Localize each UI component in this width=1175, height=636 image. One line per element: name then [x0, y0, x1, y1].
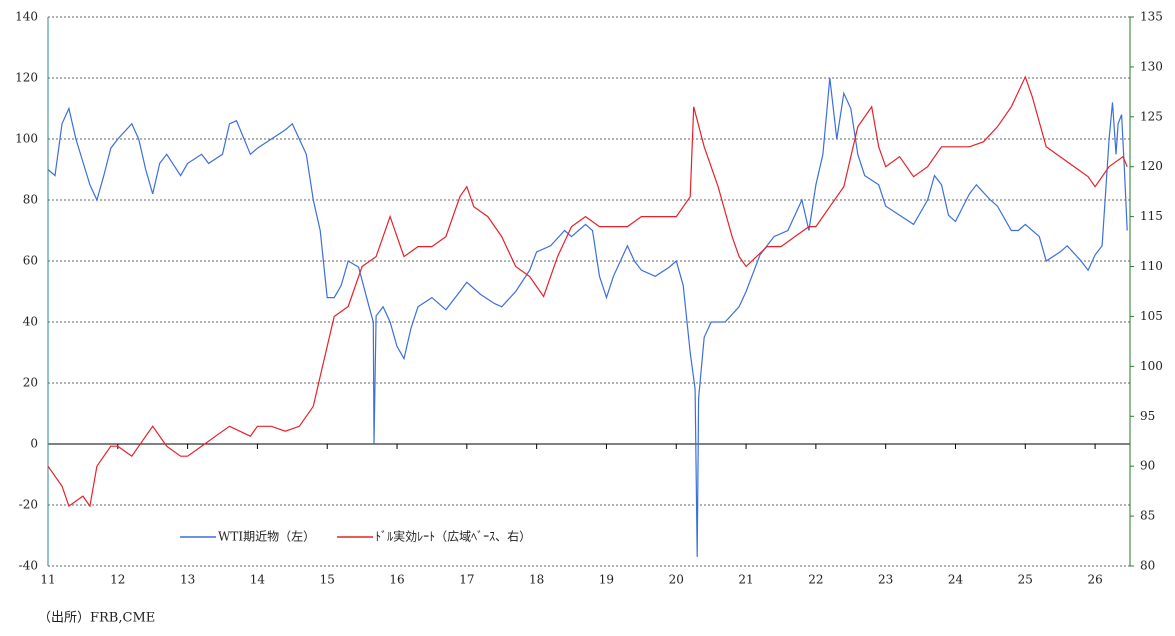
x-tick-label: 18: [529, 573, 544, 587]
source: （出所）FRB,CME: [38, 611, 155, 626]
y-tick-label: 100: [15, 132, 38, 146]
x-tick-label: 17: [459, 573, 474, 587]
x-tick-label: 15: [320, 573, 335, 587]
x-tick-label: 22: [808, 573, 823, 587]
y-tick-label: 120: [15, 71, 38, 85]
y2-tick-label: 85: [1140, 509, 1155, 523]
series-line: [47, 75, 1128, 508]
x-tick-label: 19: [599, 573, 614, 587]
y2-tick-label: 135: [1140, 10, 1163, 24]
x-tick-label: 11: [40, 573, 55, 587]
y-tick-label: 40: [23, 315, 38, 329]
series-line: [47, 77, 1128, 557]
x-tick-label: 23: [878, 573, 893, 587]
y-tick-label: -20: [19, 498, 38, 512]
y-tick-label: 0: [30, 437, 38, 451]
y2-tick-label: 110: [1140, 259, 1163, 273]
y-tick-label: 20: [23, 376, 38, 390]
x-tick-label: 12: [110, 573, 125, 587]
y-tick-label: 60: [23, 254, 38, 268]
y2-tick-label: 80: [1140, 559, 1155, 573]
y2-tick-label: 130: [1140, 59, 1163, 73]
y2-tick-label: 95: [1140, 409, 1155, 423]
x-tick-label: 24: [948, 573, 964, 587]
x-tick-label: 16: [389, 573, 404, 587]
y2-tick-label: 125: [1140, 109, 1163, 123]
y-tick-label: 80: [23, 193, 38, 207]
y2-tick-label: 90: [1140, 459, 1155, 473]
x-tick-label: 21: [738, 573, 753, 587]
y-tick-label: -40: [19, 559, 38, 573]
y2-tick-label: 115: [1140, 209, 1163, 223]
legend-label: ﾄﾞﾙ実効ﾚｰﾄ（広域ﾍﾞｰｽ、右）: [375, 529, 531, 544]
y2-tick-label: 100: [1140, 359, 1163, 373]
x-tick-label: 26: [1087, 573, 1102, 587]
y2-tick-label: 105: [1140, 309, 1163, 323]
x-tick-label: 14: [250, 573, 266, 587]
x-tick-label: 20: [669, 573, 684, 587]
y-tick-label: 140: [15, 10, 38, 24]
x-tick-label: 25: [1018, 573, 1033, 587]
y2-tick-label: 120: [1140, 159, 1163, 173]
x-tick-label: 13: [180, 573, 195, 587]
legend-label: WTI期近物（左）: [218, 529, 315, 544]
